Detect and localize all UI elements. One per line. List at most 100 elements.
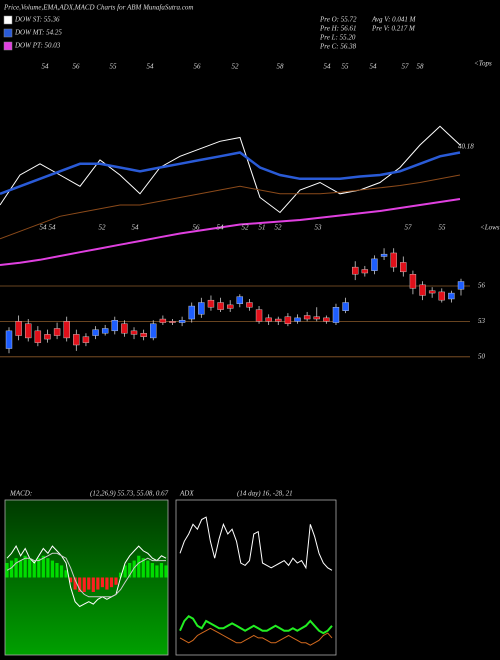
histogram-bar	[159, 563, 164, 578]
macd-panel	[4, 499, 169, 656]
candle-body	[294, 317, 301, 322]
macd-line	[6, 552, 166, 598]
histogram-bar	[114, 577, 118, 585]
top-label: 54	[370, 63, 378, 71]
candle-body	[265, 317, 272, 322]
legend-swatch	[3, 28, 13, 38]
candle-body	[457, 281, 465, 290]
ema-label: 40.18	[458, 143, 474, 151]
candle-body	[15, 321, 22, 336]
info-label: Pre C: 56.38	[319, 43, 357, 51]
candle-body	[82, 336, 90, 343]
legend-label: DOW ST: 55.36	[14, 16, 60, 24]
histogram-bar	[155, 565, 159, 578]
candle-body	[111, 320, 118, 332]
histogram-bar	[105, 577, 109, 590]
histogram-bar	[55, 563, 59, 578]
legend-label: DOW PT: 50.03	[14, 42, 61, 50]
candle-body	[313, 316, 320, 320]
ema-line	[0, 198, 461, 266]
histogram-bar	[64, 570, 68, 578]
candle-body	[409, 274, 417, 289]
histogram-bar	[50, 560, 55, 578]
candle-body	[419, 284, 426, 296]
low-label: 54	[132, 224, 140, 232]
candle-body	[448, 292, 455, 300]
low-label: 54	[49, 224, 57, 232]
tops-label: <Tops	[474, 60, 492, 68]
histogram-bar	[14, 558, 18, 578]
histogram-bar	[109, 577, 114, 588]
macd-label: MACD:	[9, 490, 32, 498]
candle-body	[371, 258, 378, 271]
candle-body	[323, 317, 330, 322]
adx-line	[179, 614, 333, 635]
candle-body	[73, 334, 80, 346]
candle-body	[246, 302, 253, 308]
candle-body	[198, 302, 205, 315]
low-label: 54	[217, 224, 225, 232]
legend-swatch	[3, 15, 13, 25]
candle-body	[178, 320, 186, 323]
candle-body	[236, 296, 244, 304]
top-label: 55	[342, 63, 350, 71]
candle-body	[255, 309, 263, 322]
candle-body	[361, 269, 369, 274]
candle-body	[284, 316, 292, 324]
legend-label: DOW MT: 54.25	[14, 29, 62, 37]
top-label: 54	[147, 63, 155, 71]
chart-title: Price,Volume,EMA,ADX,MACD Charts for ABM…	[3, 4, 193, 12]
histogram-bar	[46, 558, 50, 578]
candle-body	[303, 315, 311, 320]
histogram-bar	[69, 577, 73, 583]
top-label: 54	[324, 63, 332, 71]
info-label: Avg V: 0.041 M	[371, 16, 417, 24]
candle-body	[159, 318, 167, 323]
ema-line	[0, 174, 461, 240]
top-label: 56	[194, 63, 202, 71]
candle-body	[342, 302, 349, 311]
histogram-bar	[96, 577, 100, 590]
candle-body	[390, 252, 397, 268]
candle-body	[150, 323, 157, 339]
ema-line	[0, 151, 461, 195]
adx-label: ADX	[179, 490, 194, 498]
histogram-bar	[146, 560, 150, 578]
low-label: 51	[259, 224, 266, 232]
low-label: 54	[40, 224, 48, 232]
candle-body	[226, 304, 234, 309]
histogram-bar	[23, 555, 27, 578]
histogram-bar	[41, 555, 45, 578]
candle-body	[169, 321, 176, 323]
histogram-bar	[19, 560, 23, 578]
info-label: Pre L: 55.20	[319, 34, 356, 42]
macd-params: (12,26,9) 55.73, 55.08, 0.67	[90, 490, 169, 498]
low-label: 52	[242, 224, 250, 232]
low-label: 52	[99, 224, 107, 232]
candle-body	[44, 334, 51, 340]
top-label: 54	[42, 63, 50, 71]
candle-body	[188, 305, 195, 320]
histogram-bar	[118, 572, 123, 578]
ema-line	[0, 125, 461, 214]
candle-body	[5, 330, 13, 349]
candle-body	[380, 253, 388, 257]
y-tick-label: 53	[478, 317, 486, 325]
info-label: Pre V: 0.217 M	[371, 25, 416, 33]
histogram-bar	[78, 577, 82, 592]
macd-line	[6, 545, 167, 608]
candle-body	[207, 299, 215, 308]
candle-body	[275, 318, 282, 322]
histogram-bar	[150, 563, 154, 578]
histogram-bar	[82, 577, 86, 592]
lows-label: <Lows	[480, 224, 500, 232]
histogram-bar	[100, 577, 104, 588]
candle-body	[92, 329, 99, 336]
histogram-bar	[91, 577, 95, 592]
top-label: 57	[402, 63, 410, 71]
histogram-bar	[137, 555, 141, 578]
histogram-bar	[132, 560, 136, 578]
adx-panel	[175, 499, 337, 656]
adx-line	[179, 627, 333, 646]
